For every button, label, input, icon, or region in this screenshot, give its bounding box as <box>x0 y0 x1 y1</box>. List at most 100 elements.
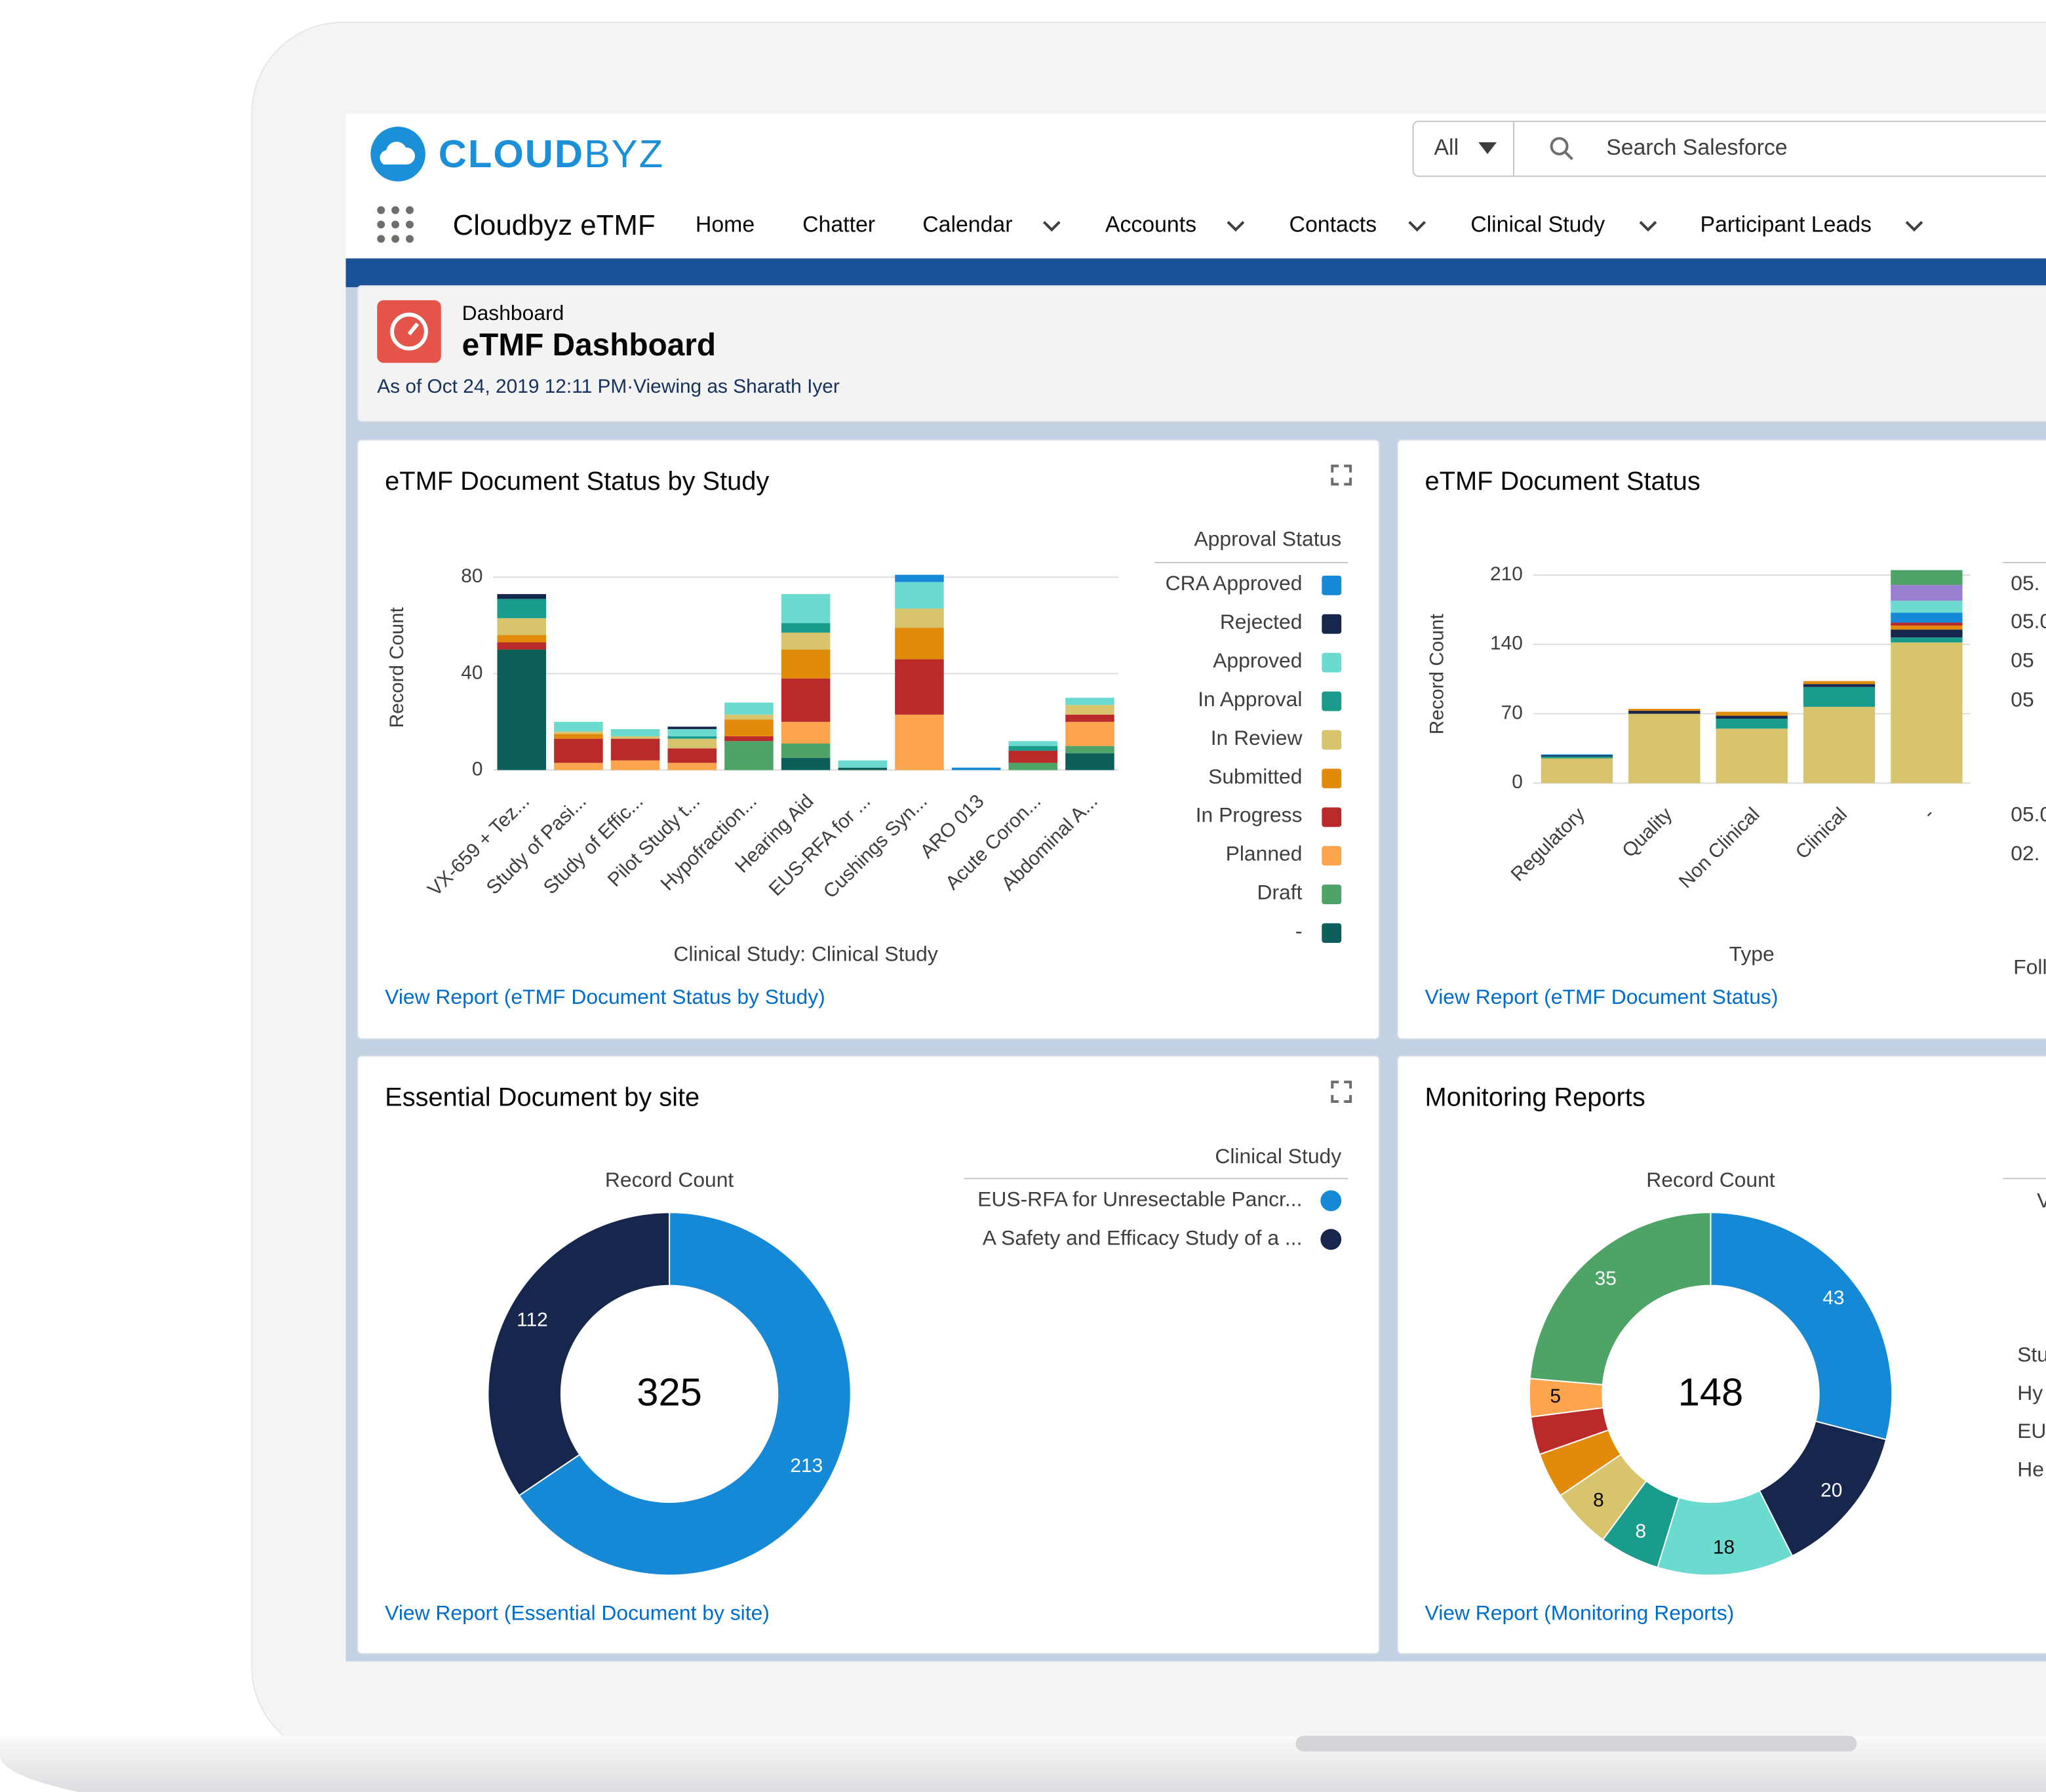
view-report-link[interactable]: View Report (eTMF Document Status) <box>1425 985 1779 1008</box>
legend-label: Draft <box>1257 881 1302 904</box>
nav-item[interactable]: Clinical Study <box>1470 212 1605 237</box>
bar-segment <box>667 748 717 763</box>
bar-segment <box>781 649 831 679</box>
nav-item[interactable]: Participant Leads <box>1701 212 1872 237</box>
legend-label: - <box>1295 919 1303 942</box>
bar-segment <box>1541 756 1613 759</box>
legend-label: He <box>2017 1457 2044 1481</box>
legend-label: Submitted <box>1208 765 1302 788</box>
bar-segment <box>1891 601 1963 613</box>
search-icon <box>1550 137 1569 155</box>
nav-item[interactable]: Contacts <box>1289 212 1377 237</box>
app-launcher[interactable] <box>377 206 414 243</box>
legend-title: V <box>2037 1189 2046 1212</box>
bar-segment <box>1891 570 1963 586</box>
data-label: 20 <box>1820 1480 1842 1502</box>
nav-item[interactable]: Calendar <box>922 212 1012 237</box>
bar-segment <box>1065 746 1114 753</box>
legend-swatch <box>1322 575 1342 595</box>
legend-swatch <box>1320 1229 1342 1250</box>
view-report-link[interactable]: View Report (Essential Document by site) <box>385 1601 770 1625</box>
search-icon <box>1564 150 1573 161</box>
screen: CLOUDBYZ All Search Salesforce Cloudbyz … <box>345 113 2046 1662</box>
y-axis-title: Record Count <box>1426 613 1447 734</box>
bar-segment <box>724 714 774 720</box>
legend-swatch <box>1322 652 1342 673</box>
data-label: 43 <box>1822 1287 1844 1309</box>
logo-bold: CLOUD <box>439 132 584 176</box>
legend-label: Rejected <box>1220 610 1303 633</box>
legend-label: 05. <box>2011 571 2039 595</box>
dashboard-title: eTMF Dashboard <box>462 328 716 363</box>
expand-icon[interactable] <box>1331 464 1352 1103</box>
legend-label: EU <box>2017 1419 2046 1443</box>
bar-segment <box>1891 637 1963 643</box>
legend-label: EUS-RFA for Unresectable Pancr... <box>977 1187 1302 1211</box>
data-label: 8 <box>1636 1521 1647 1542</box>
bar-segment <box>895 659 944 715</box>
nav-item[interactable]: Chatter <box>802 212 875 237</box>
nav-item[interactable]: Accounts <box>1105 212 1196 237</box>
bar-segment <box>497 599 546 618</box>
bar-segment <box>554 731 603 734</box>
bar-segment <box>1541 755 1613 757</box>
bar-segment <box>554 763 603 770</box>
bar-segment <box>1628 713 1701 784</box>
donut-total: 325 <box>637 1370 702 1414</box>
nav-chevron <box>1639 221 1657 232</box>
bar-segment <box>610 728 660 736</box>
donut-axis-title: Record Count <box>1646 1168 1775 1191</box>
bar-segment <box>1891 585 1963 601</box>
bar-segment <box>497 618 546 635</box>
bar-segment <box>667 738 717 749</box>
bar-segment <box>951 767 1001 770</box>
bar-segment <box>895 608 944 628</box>
bar-segment <box>1008 746 1058 751</box>
bar-segment <box>838 760 888 768</box>
donut-slice <box>1710 1212 1893 1441</box>
dashboard-subtitle: As of Oct 24, 2019 12:11 PM·Viewing as S… <box>377 376 840 397</box>
view-report-link[interactable]: View Report (Monitoring Reports) <box>1425 1601 1735 1625</box>
dashboard-label: Dashboard <box>462 301 564 325</box>
bar-segment <box>781 743 831 759</box>
bar-segment <box>1065 705 1114 715</box>
nav-item[interactable]: Home <box>696 212 755 237</box>
bar-segment <box>781 594 831 624</box>
dropdown-icon <box>1478 142 1497 154</box>
bar-segment <box>497 635 546 643</box>
bar-segment <box>1891 629 1963 638</box>
search-scope[interactable]: All <box>1434 135 1459 160</box>
legend-swatch <box>1322 768 1342 789</box>
legend-title: Foll <box>2013 955 2046 978</box>
bar-segment <box>497 594 546 599</box>
legend-label: 05 <box>2011 648 2034 672</box>
bar-segment <box>1716 728 1788 784</box>
y-tick-label: 210 <box>1490 563 1523 585</box>
y-tick-label: 140 <box>1490 633 1523 654</box>
search-placeholder[interactable]: Search Salesforce <box>1606 135 1787 160</box>
bar-segment <box>1541 758 1613 784</box>
legend-label: Stu <box>2017 1343 2046 1366</box>
donut-axis-title: Record Count <box>605 1168 734 1191</box>
nav-chevron <box>1905 221 1923 232</box>
bar-segment <box>610 738 660 761</box>
legend-label: In Approval <box>1198 687 1302 711</box>
bar-segment <box>1716 719 1788 729</box>
gauge-needle <box>407 322 420 336</box>
view-report-link[interactable]: View Report (eTMF Document Status by Stu… <box>385 985 825 1008</box>
logo-cloud <box>380 142 415 165</box>
search-box[interactable] <box>1412 121 2046 177</box>
bar-segment <box>781 678 831 722</box>
bar-segment <box>610 736 660 739</box>
x-axis-title: Type <box>1729 942 1775 965</box>
data-label: 8 <box>1593 1490 1604 1511</box>
gauge-icon <box>390 312 428 351</box>
bar-segment <box>667 727 717 729</box>
legend-swatch <box>1322 923 1342 943</box>
bar-segment <box>497 642 546 650</box>
bar-segment <box>667 728 717 736</box>
logo-text: CLOUDBYZ <box>439 132 664 176</box>
bar-segment <box>1891 622 1963 626</box>
legend-title: Clinical Study <box>1215 1144 1341 1168</box>
